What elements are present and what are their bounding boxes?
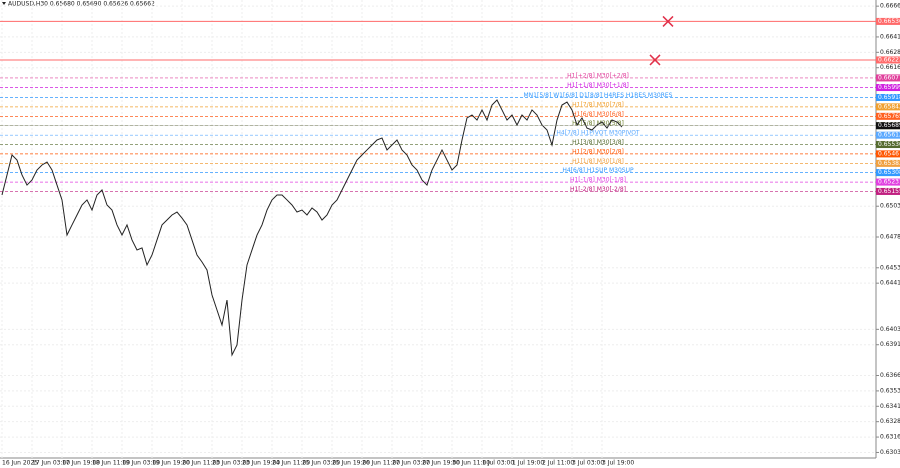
x-tick-label: 30 Jun 11:00 <box>452 460 490 467</box>
chart-title: AUDUSD,H30 0.65680 0.65690 0.65626 0.656… <box>8 1 155 8</box>
level-label: MN1[5/8] W1[6/8] D1[8/8] H4RES H1RES M30… <box>524 92 673 99</box>
price-box <box>876 159 900 167</box>
x-tick-label: 25 Jun 03:00 <box>302 460 340 467</box>
price-line <box>1 99 623 357</box>
x-tick-label: 23 Jun 03:00 <box>212 460 250 467</box>
x-tick-label: 17 Jun 19:00 <box>62 460 100 467</box>
x-tick-label: 1 Jul 03:00 <box>482 460 514 467</box>
level-label: H4[6/8] H1SUP M30SUP <box>562 167 634 174</box>
price-box-label: 0.65765 <box>878 113 900 120</box>
level-label: H1[3/8] M30[3/8] <box>572 139 624 146</box>
x-tick-label: 1 Jul 19:00 <box>512 460 544 467</box>
price-box-label: 0.65536 <box>878 141 900 148</box>
price-box-label: 0.6546 <box>878 150 899 157</box>
price-box <box>876 122 900 130</box>
x-tick-label: 26 Jun 11:00 <box>362 460 400 467</box>
price-box-label: 0.65842 <box>878 103 900 110</box>
level-label: H1[1/8] M30[1/8] <box>572 158 624 165</box>
price-box <box>876 17 900 25</box>
level-label: H1[2/8] M30[2/8] <box>572 148 624 155</box>
price-box <box>876 150 900 158</box>
x-tick-label: 27 Jun 19:00 <box>422 460 460 467</box>
x-tick-label: 2 Jul 11:00 <box>542 460 574 467</box>
price-box <box>876 178 900 186</box>
price-box-label: 0.65999 <box>878 84 900 91</box>
price-box <box>876 56 900 64</box>
x-tick-label: 18 Jun 11:00 <box>92 460 130 467</box>
y-tick-label: 0.64785 <box>880 234 900 241</box>
y-tick-label: 0.63035 <box>880 449 900 456</box>
x-tick-label: 3 Jul 03:00 <box>572 460 604 467</box>
price-box <box>876 169 900 177</box>
x-tick-label: 27 Jun 03:00 <box>392 460 430 467</box>
x-marker <box>649 54 661 66</box>
y-tick-label: 0.64035 <box>880 326 900 333</box>
level-label: H1[5/8] M30[5/8] <box>572 120 624 127</box>
price-box-label: 0.65155 <box>878 188 900 195</box>
level-label: H1[+2/8] M30[+2/8] <box>567 72 629 79</box>
x-tick-label: 3 Jul 19:00 <box>602 460 634 467</box>
price-box-label: 0.65612 <box>878 132 900 139</box>
level-label: H4[7/8] H1PIVOT M30PIVOT <box>556 130 640 137</box>
x-tick-label: 17 Jun 03:00 <box>32 460 70 467</box>
price-box <box>876 112 900 120</box>
price-box <box>876 94 900 102</box>
level-label: H1[7/8] M30[7/8] <box>572 101 624 108</box>
x-tick-label: 23 Jun 19:00 <box>242 460 280 467</box>
x-tick-label: 19 Jun 03:00 <box>122 460 160 467</box>
price-box-label: 0.65231 <box>878 179 900 186</box>
price-box <box>876 103 900 111</box>
y-tick-label: 0.63285 <box>880 418 900 425</box>
price-box-label: 0.65918 <box>878 94 900 101</box>
x-tick-label: 20 Jun 11:00 <box>182 460 220 467</box>
price-box-label: 0.65383 <box>878 160 900 167</box>
menu-icon <box>2 2 6 5</box>
y-tick-label: 0.66285 <box>880 49 900 56</box>
level-label: H1[-1/8] M30[-1/8] <box>570 177 626 184</box>
price-box <box>876 141 900 149</box>
y-tick-label: 0.63535 <box>880 387 900 394</box>
x-tick-label: 19 Jun 19:00 <box>152 460 190 467</box>
price-box <box>876 187 900 195</box>
price-box-label: 0.65308 <box>878 169 900 176</box>
y-tick-label: 0.65035 <box>880 203 900 210</box>
price-box-label: 0.66223 <box>878 56 900 63</box>
y-tick-label: 0.64535 <box>880 264 900 271</box>
price-box <box>876 84 900 92</box>
level-label: H1[+1/8] M30[+1/8] <box>567 82 629 89</box>
price-box-label: 0.66536 <box>878 18 900 25</box>
price-box-label: 0.66077 <box>878 74 900 81</box>
level-label: H1[6/8] M30[6/8] <box>572 111 624 118</box>
x-tick-label: 25 Jun 19:00 <box>332 460 370 467</box>
x-tick-label: 16 Jun 2025 <box>2 460 38 467</box>
x-marker <box>662 15 674 27</box>
price-box-label: 0.65689 <box>878 122 900 129</box>
price-box <box>876 74 900 82</box>
price-box <box>876 131 900 139</box>
x-tick-label: 24 Jun 11:00 <box>272 460 310 467</box>
level-label: H1[-2/8] M30[-2/8] <box>570 186 626 193</box>
